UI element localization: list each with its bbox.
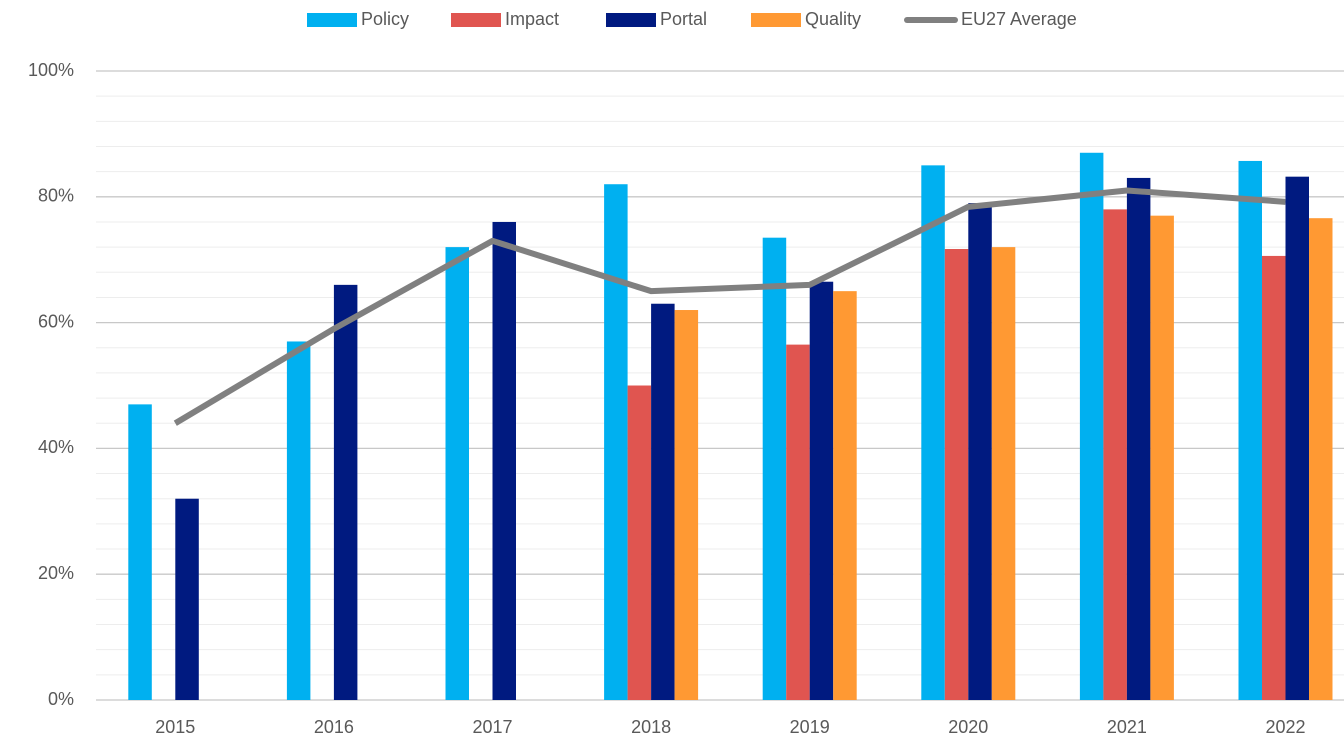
bar: [175, 498, 199, 700]
x-tick-label: 2020: [948, 717, 988, 737]
line-series: [173, 187, 1286, 426]
legend-label: Quality: [805, 9, 861, 29]
y-tick-label: 100%: [28, 60, 74, 80]
y-tick-label: 40%: [38, 437, 74, 457]
x-tick-label: 2015: [155, 717, 195, 737]
bar: [1150, 215, 1174, 701]
bar: [968, 203, 992, 700]
bar: [1126, 177, 1151, 700]
legend-label: Portal: [660, 9, 707, 29]
bar: [604, 184, 628, 701]
x-tick-label: 2016: [314, 717, 354, 737]
bar: [492, 221, 516, 700]
x-tick-label: 2022: [1265, 717, 1305, 737]
legend-swatch: [751, 13, 801, 27]
bar: [627, 385, 652, 700]
bar: [833, 291, 857, 700]
bar: [445, 247, 469, 700]
x-tick-label: 2019: [790, 717, 830, 737]
bar: [128, 404, 152, 700]
x-tick-label: 2021: [1107, 717, 1147, 737]
bar: [333, 284, 358, 700]
y-tick-label: 0%: [48, 689, 74, 709]
bar: [1079, 152, 1104, 700]
bar: [286, 341, 311, 700]
bar: [786, 344, 810, 700]
bar: [762, 237, 787, 700]
bar: [991, 247, 1016, 700]
legend-swatch: [451, 13, 501, 27]
bar: [1309, 218, 1333, 700]
legend-swatch: [606, 13, 656, 27]
bar: [651, 303, 675, 700]
bar: [1262, 255, 1286, 700]
bar: [809, 281, 834, 700]
bar: [674, 310, 699, 700]
bar: [1238, 160, 1262, 700]
legend-swatch: [307, 13, 357, 27]
bar: [1103, 209, 1127, 700]
y-tick-label: 80%: [38, 186, 74, 206]
bar: [921, 165, 945, 701]
x-tick-label: 2018: [631, 717, 671, 737]
y-tick-label: 20%: [38, 563, 74, 583]
bar: [944, 249, 969, 700]
x-tick-label: 2017: [472, 717, 512, 737]
y-tick-label: 60%: [38, 311, 74, 331]
legend-label: EU27 Average: [961, 9, 1077, 29]
legend-label: Impact: [505, 9, 559, 29]
legend-label: Policy: [361, 9, 409, 29]
bar: [1285, 176, 1309, 700]
